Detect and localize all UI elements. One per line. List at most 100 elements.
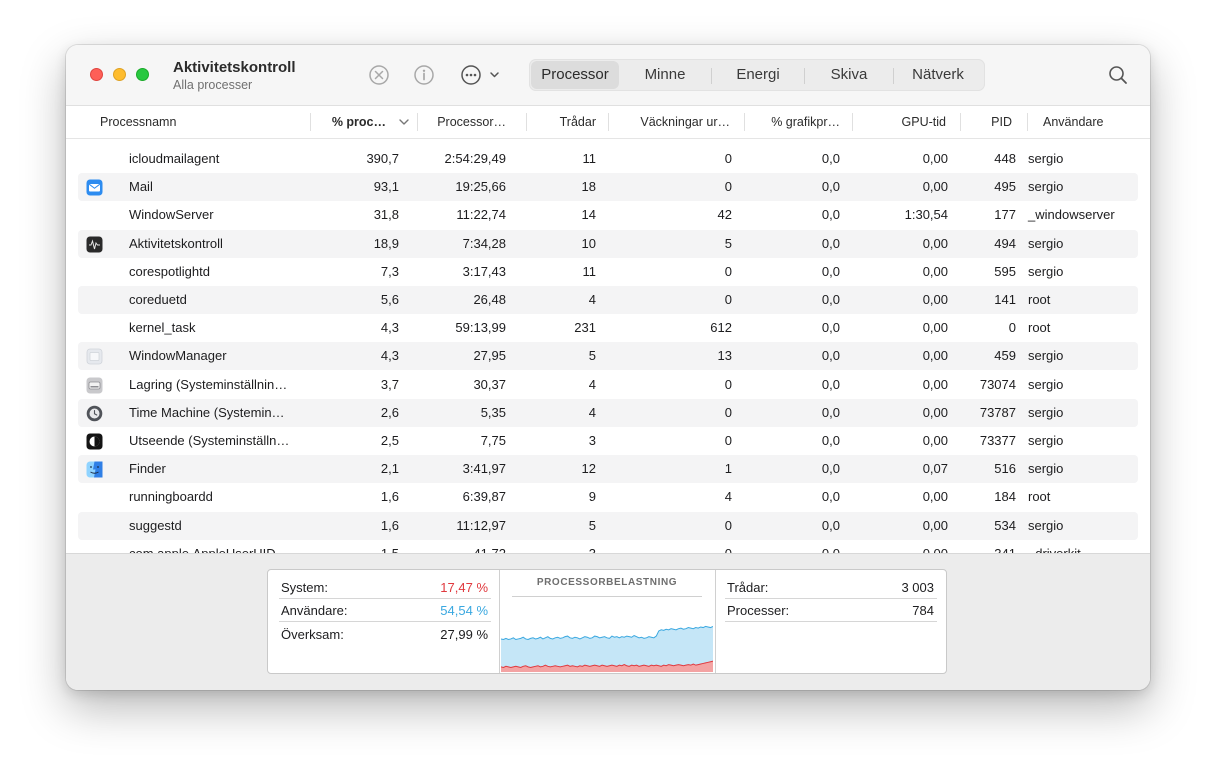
cell-threads: 12	[581, 461, 596, 477]
column-header-row: Processnamn % proc… Processor… Trådar Vä…	[66, 106, 1150, 139]
cell-user: sergio	[1028, 376, 1064, 392]
idle-value: 27,99 %	[440, 627, 488, 642]
cell-gpu: 0,0	[821, 517, 840, 533]
tab-skiva[interactable]: Skiva	[830, 66, 868, 83]
cell-gpu: 0,0	[746, 540, 840, 553]
cell-threads: 18	[581, 179, 596, 195]
cell-gputime: 0,00	[922, 151, 948, 166]
cell-cpu: 1,5	[316, 540, 399, 553]
cell-wakeups: 0	[724, 404, 732, 420]
cell-threads: 4	[588, 376, 596, 392]
cpu-load-graph-title: PROCESSORBELASTNING	[536, 577, 678, 588]
cell-cpu: 4,3	[380, 348, 399, 364]
tab-energi[interactable]: Energi	[736, 66, 780, 83]
column-header-wakeups[interactable]: Väckningar ur…	[640, 115, 730, 129]
window-manager-icon	[86, 348, 103, 365]
cell-pid: 495	[994, 179, 1016, 195]
cell-gputime: 0,00	[922, 376, 948, 392]
close-window-button[interactable]	[90, 68, 103, 81]
user-label: Användare:	[281, 603, 348, 618]
cell-time: 30,37	[473, 376, 506, 392]
table-row[interactable]: Aktivitetskontroll 18,9 7:34,28 10 5 0,0 0,00 4…	[78, 229, 1138, 258]
cell-cpu: 3,7	[380, 376, 399, 392]
storage-icon	[86, 377, 103, 394]
activity-monitor-icon	[86, 236, 103, 253]
cell-pid: 516	[994, 461, 1016, 477]
table-row[interactable]: Time Machine (Systemin… 2,6 5,35 4 0 0,0 0,00 7…	[78, 398, 1138, 427]
cell-pid: 595	[994, 263, 1016, 279]
column-header-cpu-time[interactable]: Processor…	[437, 115, 506, 129]
threads-value: 3 003	[901, 580, 934, 595]
info-icon[interactable]	[413, 64, 435, 86]
cell-wakeups: 0	[724, 517, 732, 533]
table-row[interactable]: corespotlightd 7,3 3:17,43 11 0 0,0 0,00 595 ser…	[78, 258, 1138, 286]
finder-icon	[86, 461, 103, 478]
cell-wakeups: 0	[724, 433, 732, 448]
cell-threads: 10	[581, 235, 596, 251]
zoom-window-button[interactable]	[136, 68, 149, 81]
sort-descending-icon[interactable]	[399, 119, 409, 126]
cpu-load-graph	[501, 615, 713, 672]
column-header-gpu[interactable]: % grafikpr…	[771, 115, 840, 129]
cell-gpu: 0,0	[821, 235, 840, 251]
processes-label: Processer:	[727, 603, 790, 618]
tab-processor[interactable]: Processor	[531, 61, 619, 89]
table-row[interactable]: icloudmailagent 390,7 2:54:29,49 11 0 0,0 0,00…	[78, 145, 1138, 173]
cell-cpu: 31,8	[373, 207, 399, 223]
cell-cpu: 93,1	[373, 179, 399, 195]
graph-user-line	[501, 625, 713, 641]
stop-process-icon[interactable]	[368, 64, 390, 86]
table-row[interactable]: Finder 2,1 3:41,97 12 1 0,0 0,07 516 sergio	[78, 455, 1138, 484]
cell-time: 5,35	[480, 404, 506, 420]
column-header-name[interactable]: Processnamn	[100, 115, 177, 129]
cell-user: sergio	[1028, 263, 1064, 279]
table-row[interactable]: suggestd 1,6 11:12,97 5 0 0,0 0,00 534 sergio	[78, 511, 1138, 540]
table-row[interactable]: runningboardd 1,6 6:39,87 9 4 0,0 0,00 184 root	[78, 483, 1138, 511]
cell-gputime: 0,00	[922, 292, 948, 307]
cell-time: 41,72	[406, 540, 506, 553]
table-row[interactable]: Mail 93,1 19:25,66 18 0 0,0 0,00 495 sergio	[78, 173, 1138, 202]
graph-system-line	[501, 660, 713, 668]
table-row[interactable]: WindowServer 31,8 11:22,74 14 42 0,0 1:30,54 17…	[78, 201, 1138, 229]
column-header-threads[interactable]: Trådar	[559, 115, 596, 129]
cpu-summary-panel: System: 17,47 % Användare: 54,54 % Överk…	[66, 553, 1150, 690]
tab-minne[interactable]: Minne	[644, 66, 686, 83]
column-header-gpu-time[interactable]: GPU-tid	[901, 115, 946, 129]
cell-cpu: 18,9	[373, 235, 399, 251]
column-header-pid[interactable]: PID	[991, 115, 1012, 129]
cell-user: sergio	[1028, 461, 1064, 477]
minimize-window-button[interactable]	[113, 68, 126, 81]
cell-gputime: 0,00	[922, 517, 948, 533]
column-header-user[interactable]: Användare	[1043, 115, 1104, 129]
table-row[interactable]: Lagring (Systeminställnin… 3,7 30,37 4 0 0,0 0…	[78, 371, 1138, 399]
table-row[interactable]: Utseende (Systeminställn… 2,5 7,75 3 0 0,0 0,0…	[78, 427, 1138, 455]
cell-wakeups: 1	[724, 461, 732, 477]
search-icon[interactable]	[1107, 64, 1129, 86]
cell-cpu: 2,5	[380, 433, 399, 448]
window-subtitle: Alla processer	[173, 78, 253, 92]
cell-gputime: 0,00	[922, 348, 948, 364]
cell-gputime: 1:30,54	[904, 207, 948, 223]
process-name: runningboardd	[129, 489, 213, 505]
table-row[interactable]: com.apple.AppleUserHID… 1,5 41,72 3 0 0,0 0,00…	[78, 540, 1138, 553]
cell-time: 11:22,74	[456, 207, 506, 223]
cell-threads: 5	[588, 517, 596, 533]
cell-time: 59:13,99	[455, 320, 506, 336]
cell-time: 27,95	[473, 348, 506, 364]
table-row[interactable]: WindowManager 4,3 27,95 5 13 0,0 0,00 459 sergio	[78, 342, 1138, 371]
cell-gpu: 0,0	[821, 376, 840, 392]
cell-gpu: 0,0	[821, 151, 840, 166]
cell-threads: 11	[582, 151, 597, 166]
table-row[interactable]: kernel_task 4,3 59:13,99 231 612 0,0 0,00 0 root	[78, 314, 1138, 342]
table-row[interactable]: coreduetd 5,6 26,48 4 0 0,0 0,00 141 root	[78, 286, 1138, 314]
cell-pid: 448	[994, 151, 1016, 166]
column-header-cpu[interactable]: % proc…	[331, 115, 386, 129]
cell-wakeups: 0	[724, 179, 732, 195]
tab-natverk[interactable]: Nätverk	[912, 66, 964, 83]
cell-gputime: 0,00	[922, 489, 948, 505]
more-options-icon[interactable]	[460, 64, 504, 86]
cell-user: sergio	[1028, 404, 1064, 420]
cell-cpu: 1,6	[380, 489, 399, 505]
cell-user: sergio	[1028, 433, 1064, 448]
user-value: 54,54 %	[440, 603, 488, 618]
